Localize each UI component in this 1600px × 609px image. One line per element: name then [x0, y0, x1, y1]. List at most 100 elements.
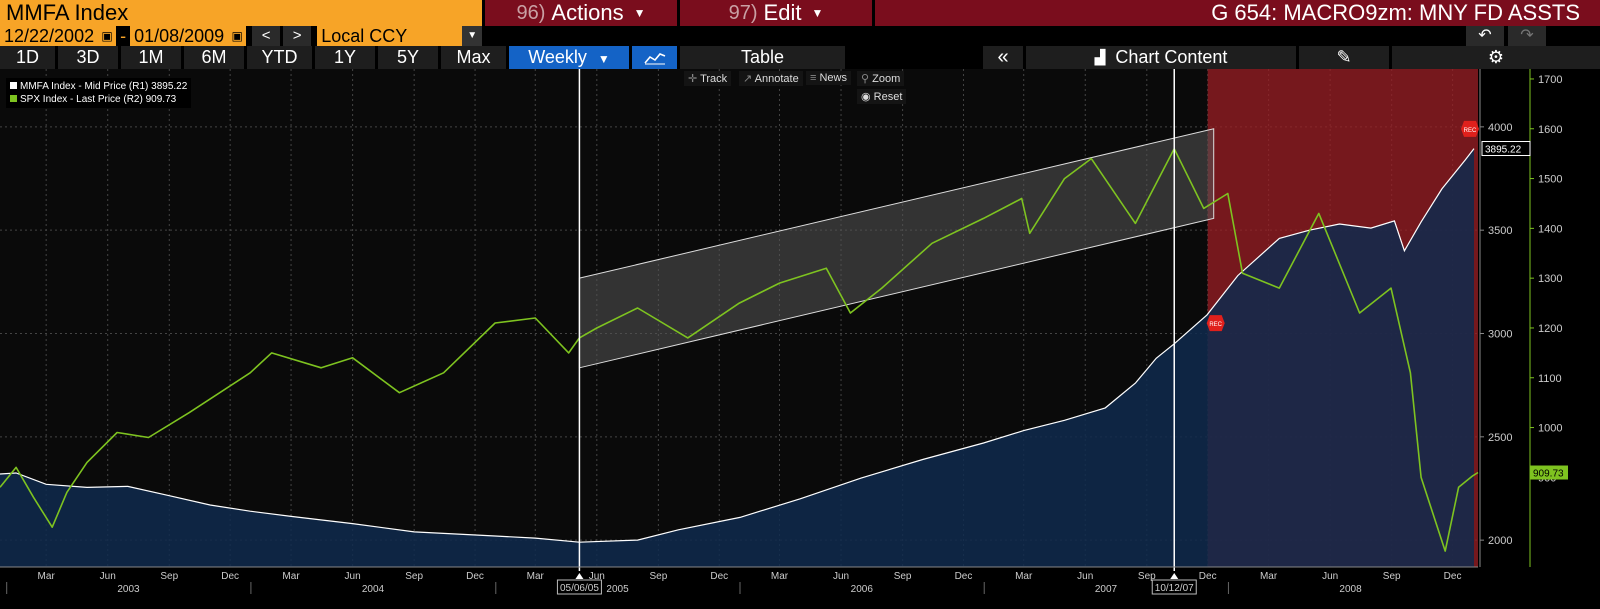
news-button[interactable]: ≡ News	[806, 71, 851, 85]
zoom-button[interactable]: ⚲ Zoom	[857, 71, 905, 86]
r2-tick-label: 1000	[1538, 423, 1562, 435]
x-tick-label: Sep	[894, 571, 912, 582]
actions-number: 96)	[516, 2, 546, 24]
x-tick-label: Mar	[282, 571, 300, 582]
legend-mmfa-name: MMFA Index - Mid Price (R1)	[20, 81, 149, 92]
range-1m[interactable]: 1M	[121, 46, 181, 69]
line-chart-icon[interactable]	[632, 46, 677, 69]
legend-item-mmfa[interactable]: MMFA Index - Mid Price (R1) 3895.22	[10, 80, 187, 93]
range-3d[interactable]: 3D	[58, 46, 118, 69]
date-bar: 12/22/2002 ▣ - 01/08/2009 ▣ < > Local CC…	[0, 26, 1600, 46]
mmfa-line	[0, 148, 1475, 543]
x-tick-label: Mar	[1015, 571, 1033, 582]
calendar-icon[interactable]: ▣	[98, 26, 117, 46]
table-button[interactable]: Table	[680, 46, 845, 69]
range-5y[interactable]: 5Y	[378, 46, 438, 69]
x-tick-label: Jun	[833, 571, 849, 582]
recession-badge-icon	[1461, 120, 1479, 137]
r1-tick-label: 2000	[1488, 535, 1512, 547]
actions-menu-button[interactable]: 96) Actions ▼	[485, 0, 677, 26]
redo-icon[interactable]: ↷	[1508, 26, 1546, 46]
x-tick-label: Dec	[955, 571, 973, 582]
collapse-button[interactable]: «	[983, 46, 1023, 69]
chevron-down-icon: ▼	[597, 52, 610, 66]
gear-icon[interactable]: ⚙	[1392, 46, 1600, 69]
edit-menu-button[interactable]: 97) Edit ▼	[680, 0, 872, 26]
r1-tick-label: 3000	[1488, 328, 1512, 340]
x-tick-label: Jun	[1077, 571, 1093, 582]
chevron-down-icon: ▼	[633, 6, 646, 20]
x-tick-label: Sep	[649, 571, 667, 582]
legend-item-spx[interactable]: SPX Index - Last Price (R2) 909.73	[10, 93, 187, 106]
end-date-input[interactable]: 01/08/2009	[130, 26, 229, 46]
vertical-marker-arrow-icon	[575, 573, 584, 579]
x-tick-label: Dec	[466, 571, 484, 582]
recession-badge-label: REC	[1464, 128, 1477, 134]
range-ytd[interactable]: YTD	[247, 46, 312, 69]
chart-title: G 654: MACRO9zm: MNY FD ASSTS	[875, 0, 1600, 26]
r2-tick-label: 1100	[1538, 373, 1562, 385]
currency-select[interactable]: Local CCY	[317, 26, 463, 46]
frequency-select[interactable]: Weekly ▼	[509, 46, 629, 69]
r1-last-value-label: 3895.22	[1485, 145, 1522, 156]
r2-tick-label: 1200	[1538, 323, 1562, 335]
legend-swatch	[10, 95, 17, 102]
reset-label: Reset	[873, 91, 903, 103]
r1-last-value-box	[1481, 141, 1531, 157]
r2-tick-label: 1700	[1538, 74, 1562, 86]
start-date-input[interactable]: 12/22/2002	[0, 26, 99, 46]
frequency-label: Weekly	[528, 47, 587, 67]
range-6m[interactable]: 6M	[184, 46, 244, 69]
vertical-marker-box	[1151, 579, 1197, 595]
pencil-icon: ↗	[743, 73, 753, 85]
date-separator: -	[120, 26, 127, 46]
undo-icon[interactable]: ↶	[1466, 26, 1504, 46]
chart-content-button[interactable]: ▟ Chart Content	[1026, 46, 1296, 69]
x-tick-label: Jun	[100, 571, 116, 582]
x-tick-label: Mar	[771, 571, 789, 582]
prev-period-button[interactable]: <	[252, 26, 281, 46]
actions-label: Actions	[551, 0, 624, 25]
r1-tick-label: 3500	[1488, 225, 1512, 237]
x-tick-label: Dec	[221, 571, 239, 582]
news-label: News	[819, 72, 847, 84]
x-tick-label: Mar	[527, 571, 545, 582]
vertical-marker-label: 05/06/05	[560, 583, 599, 594]
x-tick-label: Dec	[710, 571, 728, 582]
edit-number: 97)	[728, 2, 758, 24]
x-tick-label: Sep	[1138, 571, 1156, 582]
legend-spx-name: SPX Index - Last Price (R2)	[20, 94, 143, 105]
magnifier-icon: ⚲	[861, 73, 870, 85]
x-year-label: 2008	[1339, 584, 1362, 595]
edit-pen-icon[interactable]: ✎	[1299, 46, 1389, 69]
chart-area[interactable]: REC REC 05/06/05 10/12/07 2000 2500 3000 3500 4…	[0, 69, 1600, 609]
annotate-button[interactable]: ↗ Annotate	[739, 71, 803, 86]
r2-tick-label: 1300	[1538, 273, 1562, 285]
track-button[interactable]: ✛ Track	[684, 71, 732, 86]
legend-mmfa-value: 3895.22	[151, 81, 188, 92]
track-label: Track	[700, 73, 728, 85]
chart-content-label: Chart Content	[1115, 47, 1228, 67]
x-tick-label: Sep	[160, 571, 178, 582]
x-tick-label: Mar	[38, 571, 56, 582]
security-input[interactable]: MMFA Index	[0, 0, 482, 26]
r1-tick-label: 4000	[1488, 122, 1512, 134]
range-1y[interactable]: 1Y	[315, 46, 375, 69]
legend-swatch	[10, 82, 17, 89]
chart-content-icon: ▟	[1094, 49, 1106, 65]
x-tick-label: Sep	[405, 571, 423, 582]
x-tick-label: Dec	[1444, 571, 1462, 582]
r2-last-value-box	[1530, 465, 1568, 480]
reset-button[interactable]: ◉ Reset	[857, 89, 907, 104]
range-max[interactable]: Max	[441, 46, 506, 69]
r2-tick-label: 1600	[1538, 124, 1562, 136]
chevron-down-icon[interactable]: ▼	[462, 26, 483, 46]
recession-badge-label: REC	[1209, 322, 1222, 328]
next-period-button[interactable]: >	[283, 26, 312, 46]
news-icon: ≡	[810, 72, 817, 84]
header-bar: MMFA Index 96) Actions ▼ 97) Edit ▼ G 65…	[0, 0, 1600, 26]
line-chart-glyph	[643, 52, 665, 64]
calendar-icon[interactable]: ▣	[228, 26, 247, 46]
x-year-label: 2006	[851, 584, 874, 595]
range-1d[interactable]: 1D	[0, 46, 55, 69]
